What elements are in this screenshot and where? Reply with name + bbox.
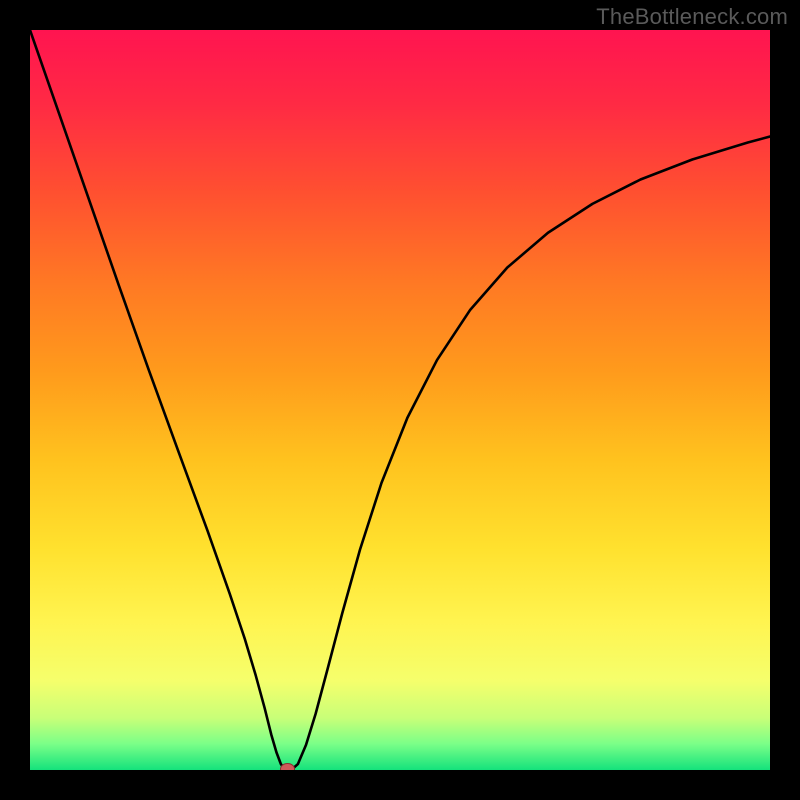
watermark-text: TheBottleneck.com [596,4,788,30]
stage: TheBottleneck.com [0,0,800,800]
plot-gradient-background [30,30,770,770]
bottleneck-chart [0,0,800,800]
